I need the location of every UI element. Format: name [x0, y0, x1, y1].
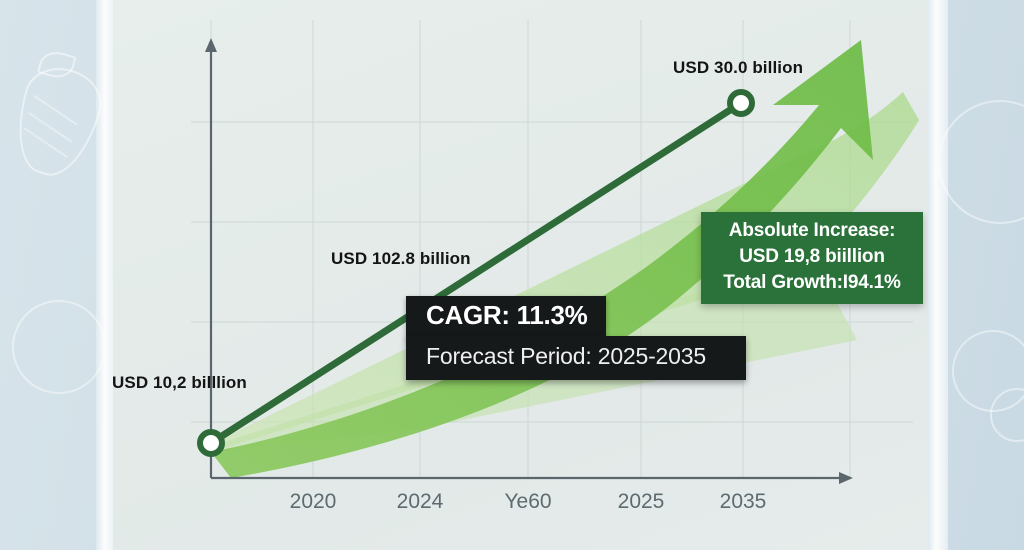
- x-axis-arrowhead: [839, 472, 853, 484]
- circle-watermark-icon: [938, 100, 1024, 224]
- data-label-end: USD 30.0 billion: [673, 58, 804, 77]
- y-axis-arrowhead: [205, 38, 217, 52]
- x-axis-tick-label: 2020: [289, 490, 337, 513]
- data-label-start: USD 10,2 billlion: [113, 373, 247, 392]
- cagr-value-text: CAGR: 11.3%: [426, 300, 588, 330]
- circle-watermark-icon: [952, 330, 1024, 412]
- absolute-increase-callout: Absolute Increase: USD 19,8 biillion Tot…: [701, 212, 923, 304]
- circle-watermark-icon: [990, 388, 1024, 442]
- chart-panel: Markeue (BlilonsUSD) USD 10,2 billlion U…: [113, 0, 928, 550]
- x-axis-tick-label: 2035: [719, 490, 767, 513]
- cagr-callout-bottom-bar: [406, 336, 746, 380]
- x-axis-tick-label: 2025: [617, 490, 665, 513]
- total-growth-value: Total Growth:I94.1%: [723, 272, 901, 293]
- trend-line: [207, 99, 745, 447]
- absolute-increase-title: Absolute Increase:: [728, 220, 896, 241]
- x-axis-tick-label: 2024: [396, 490, 444, 513]
- circle-watermark-icon: [12, 300, 106, 394]
- growth-band: [211, 92, 919, 452]
- carrot-watermark-icon: [4, 59, 110, 185]
- panel-right-divider: [926, 0, 948, 550]
- axis-lines: [209, 42, 839, 480]
- x-axis-tick-label: Ye60: [504, 490, 552, 513]
- data-point-marker: [197, 429, 225, 457]
- absolute-increase-value: USD 19,8 biillion: [739, 246, 885, 267]
- cagr-callout-top-bar: [406, 296, 606, 340]
- forecast-period-text: Forecast Period: 2025-2035: [426, 343, 706, 369]
- growth-arrow-icon: [211, 40, 873, 478]
- cagr-callout: CAGR: 11.3% Forecast Period: 2025-2035: [406, 296, 746, 380]
- data-point-marker: [727, 89, 755, 117]
- data-label-middle: USD 102.8 billion: [331, 249, 471, 268]
